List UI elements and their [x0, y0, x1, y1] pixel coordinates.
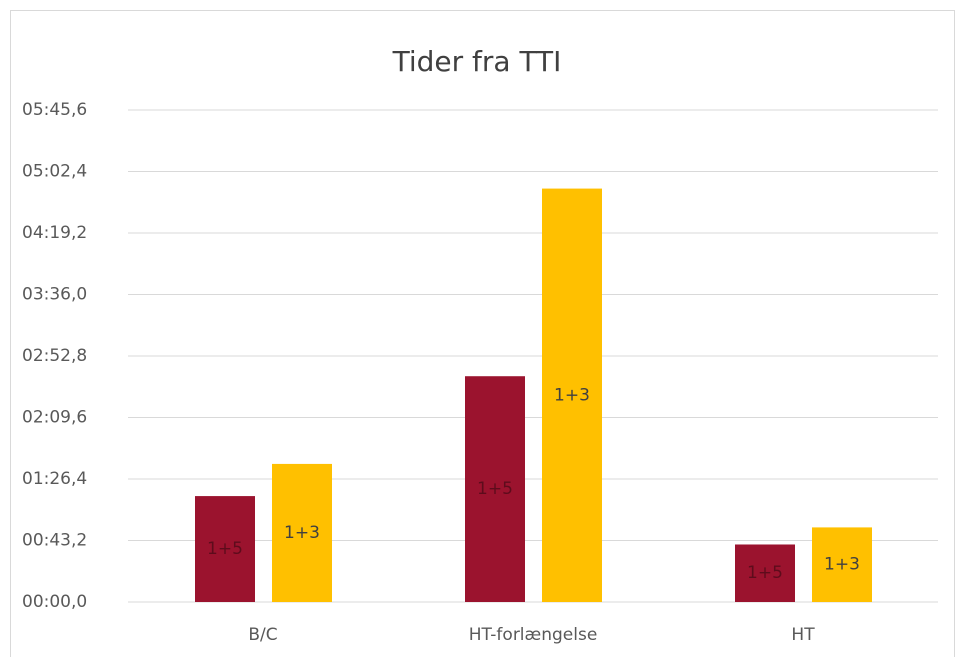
x-tick-label: HT [791, 625, 815, 645]
y-tick-label: 02:52,8 [22, 346, 87, 366]
bar [272, 463, 332, 602]
data-label: 1+5 [747, 563, 783, 583]
data-label: 1+3 [824, 555, 860, 575]
y-tick-label: 00:00,0 [22, 592, 87, 612]
data-label: 1+5 [207, 539, 243, 559]
bar [195, 496, 255, 602]
y-tick-label: 04:19,2 [22, 223, 87, 243]
x-tick-label: B/C [248, 625, 277, 645]
bar [465, 376, 525, 602]
data-label: 1+3 [284, 523, 320, 543]
y-tick-label: 03:36,0 [22, 285, 87, 305]
y-tick-label: 02:09,6 [22, 408, 87, 428]
y-tick-label: 05:45,6 [22, 100, 87, 120]
y-tick-label: 01:26,4 [22, 469, 87, 489]
bar [812, 527, 872, 602]
bar [735, 544, 795, 602]
data-label: 1+5 [477, 479, 513, 499]
chart-title: Tider fra TTI [392, 45, 562, 78]
y-tick-label: 05:02,4 [22, 162, 87, 182]
bar [542, 188, 602, 603]
y-tick-label: 00:43,2 [22, 531, 87, 551]
data-label: 1+3 [554, 385, 590, 405]
x-tick-label: HT-forlængelse [469, 625, 598, 645]
